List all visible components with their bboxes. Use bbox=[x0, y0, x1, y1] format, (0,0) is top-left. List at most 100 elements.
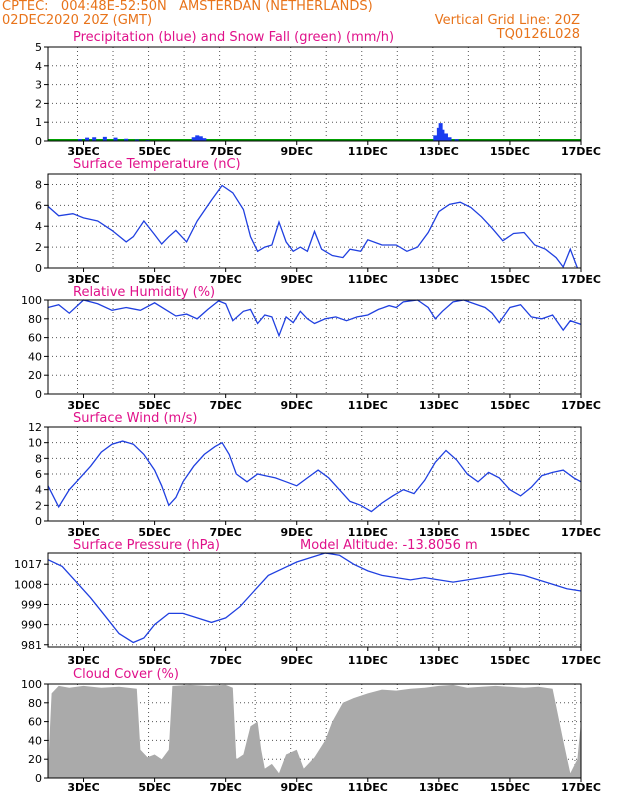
x-tick-label: 5DEC bbox=[138, 145, 170, 158]
x-tick-label: 17DEC bbox=[561, 399, 601, 412]
y-tick-label: 1017 bbox=[14, 558, 42, 571]
x-tick-label: 3DEC bbox=[67, 273, 99, 286]
plot-frame bbox=[47, 683, 582, 779]
series-line bbox=[47, 184, 579, 269]
y-tick-label: 40 bbox=[28, 350, 42, 363]
precip-bar bbox=[202, 138, 207, 141]
precip-bar bbox=[454, 139, 459, 141]
header-grid-line: Vertical Grid Line: 20Z bbox=[434, 13, 580, 28]
x-tick-label: 3DEC bbox=[67, 526, 99, 539]
plot-frame bbox=[47, 552, 582, 648]
y-tick-label: 8 bbox=[35, 178, 42, 191]
y-tick-label: 6 bbox=[35, 468, 42, 481]
y-tick-label: 2 bbox=[35, 241, 42, 254]
series-line bbox=[47, 552, 582, 644]
y-tick-label: 5 bbox=[35, 41, 42, 54]
x-tick-label: 13DEC bbox=[419, 273, 459, 286]
x-tick-label: 13DEC bbox=[419, 781, 459, 794]
x-tick-label: 9DEC bbox=[281, 145, 313, 158]
x-tick-label: 13DEC bbox=[419, 145, 459, 158]
y-tick-label: 40 bbox=[28, 734, 42, 747]
plot-frame bbox=[47, 46, 582, 142]
precip-bar bbox=[443, 133, 448, 141]
panel-title: Surface Wind (m/s) bbox=[73, 411, 197, 426]
header-model-id: TQ0126L028 bbox=[496, 27, 580, 42]
y-tick-label: 0 bbox=[35, 135, 42, 148]
x-tick-label: 11DEC bbox=[348, 145, 388, 158]
panel-title: Surface Pressure (hPa) bbox=[73, 538, 220, 553]
x-tick-label: 11DEC bbox=[348, 399, 388, 412]
x-tick-label: 15DEC bbox=[490, 145, 530, 158]
precip-bar bbox=[195, 135, 200, 141]
series-line bbox=[47, 440, 582, 513]
y-tick-label: 4 bbox=[35, 484, 42, 497]
x-tick-label: 7DEC bbox=[209, 145, 241, 158]
x-tick-label: 7DEC bbox=[209, 399, 241, 412]
x-tick-label: 17DEC bbox=[561, 273, 601, 286]
plot-frame bbox=[47, 426, 582, 522]
header-line-1: CPTEC: 004:48E-52:50N AMSTERDAN (NETHERL… bbox=[2, 0, 373, 14]
precip-bar bbox=[113, 137, 118, 141]
y-tick-label: 1008 bbox=[14, 578, 42, 591]
x-tick-label: 11DEC bbox=[348, 526, 388, 539]
y-tick-label: 0 bbox=[35, 772, 42, 785]
x-tick-label: 9DEC bbox=[281, 654, 313, 667]
y-tick-label: 60 bbox=[28, 716, 42, 729]
x-tick-label: 15DEC bbox=[490, 781, 530, 794]
x-tick-label: 11DEC bbox=[348, 654, 388, 667]
y-tick-label: 3 bbox=[35, 79, 42, 92]
x-tick-label: 7DEC bbox=[209, 781, 241, 794]
y-tick-label: 4 bbox=[35, 220, 42, 233]
x-tick-label: 15DEC bbox=[490, 526, 530, 539]
x-tick-label: 17DEC bbox=[561, 781, 601, 794]
y-tick-label: 0 bbox=[35, 515, 42, 528]
x-tick-label: 3DEC bbox=[67, 781, 99, 794]
x-tick-label: 5DEC bbox=[138, 273, 170, 286]
x-tick-label: 5DEC bbox=[138, 781, 170, 794]
header-date: 02DEC2020 20Z (GMT) bbox=[2, 13, 153, 28]
x-tick-label: 13DEC bbox=[419, 526, 459, 539]
y-tick-label: 2 bbox=[35, 97, 42, 110]
x-tick-label: 13DEC bbox=[419, 654, 459, 667]
series-line bbox=[47, 299, 582, 338]
precip-bar bbox=[191, 137, 196, 141]
x-tick-label: 17DEC bbox=[561, 654, 601, 667]
x-tick-label: 5DEC bbox=[138, 654, 170, 667]
x-tick-label: 11DEC bbox=[348, 273, 388, 286]
x-tick-label: 15DEC bbox=[490, 654, 530, 667]
x-tick-label: 13DEC bbox=[419, 399, 459, 412]
x-tick-label: 7DEC bbox=[209, 526, 241, 539]
precip-bar bbox=[134, 139, 139, 141]
x-tick-label: 11DEC bbox=[348, 781, 388, 794]
x-tick-label: 9DEC bbox=[281, 781, 313, 794]
x-tick-label: 9DEC bbox=[281, 273, 313, 286]
y-tick-label: 20 bbox=[28, 753, 42, 766]
cloud-cover-area bbox=[48, 684, 581, 778]
y-tick-label: 80 bbox=[28, 697, 42, 710]
precip-bar bbox=[124, 138, 129, 141]
precip-bar bbox=[447, 137, 452, 141]
panel-title: Cloud Cover (%) bbox=[73, 667, 179, 682]
panel-title: Surface Temperature (nC) bbox=[73, 157, 241, 172]
x-tick-label: 17DEC bbox=[561, 526, 601, 539]
x-tick-label: 5DEC bbox=[138, 399, 170, 412]
precip-bar bbox=[198, 136, 203, 141]
y-tick-label: 20 bbox=[28, 369, 42, 382]
y-tick-label: 8 bbox=[35, 452, 42, 465]
x-tick-label: 15DEC bbox=[490, 399, 530, 412]
y-tick-label: 6 bbox=[35, 199, 42, 212]
x-tick-label: 3DEC bbox=[67, 399, 99, 412]
y-tick-label: 80 bbox=[28, 313, 42, 326]
precip-bar bbox=[92, 137, 97, 141]
precip-bar bbox=[85, 137, 90, 141]
x-tick-label: 9DEC bbox=[281, 399, 313, 412]
y-tick-label: 10 bbox=[28, 437, 42, 450]
x-tick-label: 9DEC bbox=[281, 526, 313, 539]
x-tick-label: 17DEC bbox=[561, 145, 601, 158]
x-tick-label: 15DEC bbox=[490, 273, 530, 286]
x-tick-label: 7DEC bbox=[209, 654, 241, 667]
precip-bar bbox=[440, 129, 445, 141]
precip-bar bbox=[77, 139, 82, 141]
panel-title: Precipitation (blue) and Snow Fall (gree… bbox=[73, 30, 394, 45]
